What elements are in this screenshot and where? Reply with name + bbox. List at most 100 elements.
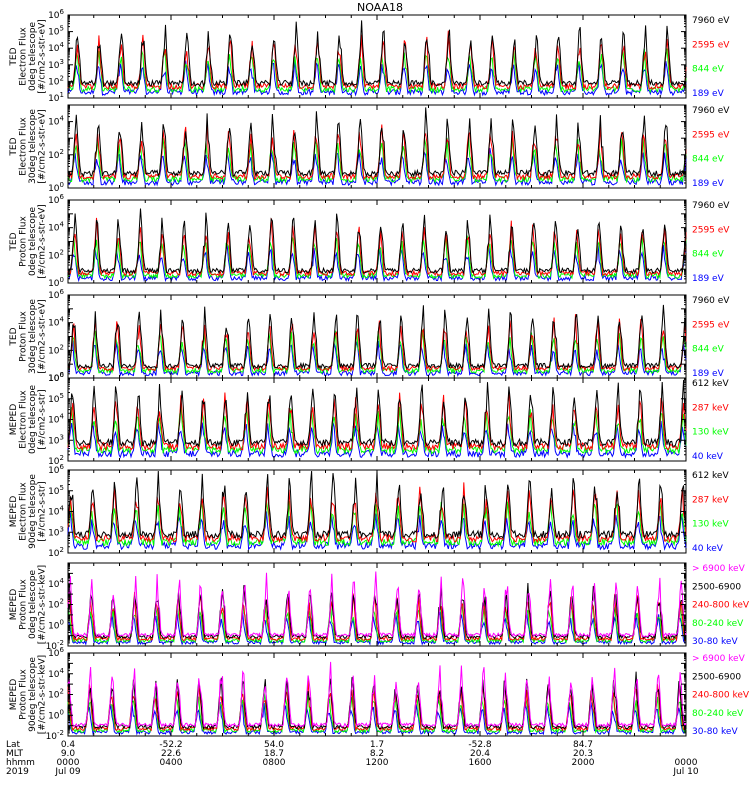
x-axis-value: -52.8 (468, 740, 492, 750)
x-axis-value: 2000 (572, 758, 595, 768)
x-axis-value: 20.3 (573, 749, 593, 759)
legend-entry: 612 keV (692, 471, 729, 481)
y-axis-label-line: TED (9, 232, 19, 251)
series-trace (67, 678, 686, 732)
y-axis-label-line: 30deg telescope (28, 109, 38, 184)
y-axis-label-line: MEPED (9, 496, 19, 528)
legend-entry: 7960 eV (692, 106, 730, 116)
legend-entry: 40 keV (692, 452, 724, 462)
y-tick-label: 100 (48, 708, 64, 721)
y-tick-label: 103 (48, 58, 64, 71)
y-tick-label: 104 (48, 316, 64, 329)
y-axis-label: MEPED Electron Flux 0deg telescope [#/cm2-s… (9, 385, 48, 455)
legend-entry: 2595 eV (692, 40, 730, 50)
y-tick-label: 104 (48, 413, 64, 426)
y-axis-label-line: [#/cm2-s-str-eV] (38, 204, 48, 279)
legend-entry: 130 keV (692, 428, 729, 438)
y-axis-label: TED Proton Flux 30deg telescope [#/cm2-s-st… (9, 299, 48, 374)
x-axis-value: 8.2 (370, 749, 384, 759)
legend-entry: 7960 eV (692, 16, 730, 26)
legend-entry: 130 keV (692, 520, 729, 530)
y-axis-label-line: 90deg telescope (28, 657, 38, 732)
y-axis-label: TED Electron Flux 30deg telescope [#/cm2-s-… (9, 109, 48, 184)
legend-entry: 2500-6900 (692, 672, 741, 682)
y-tick-label: 105 (48, 392, 64, 405)
y-axis-label-line: 90deg telescope (28, 474, 38, 549)
y-tick-label: 104 (48, 41, 64, 54)
legend-entry: 189 eV (692, 89, 725, 99)
series-trace (67, 30, 687, 92)
series-trace (67, 691, 687, 735)
y-tick-label: 102 (48, 343, 64, 356)
legend-entry: 7960 eV (692, 201, 730, 211)
legend-entry: 2595 eV (692, 225, 730, 235)
legend-entry: 2595 eV (692, 320, 730, 330)
series-trace (67, 121, 687, 181)
legend-entry: 7960 eV (692, 296, 730, 306)
y-axis-label-line: Electron Flux (19, 27, 29, 86)
legend-entry: 844 eV (692, 65, 725, 75)
y-axis-label-line: TED (9, 327, 19, 346)
series-trace (67, 571, 687, 639)
series-trace (67, 107, 687, 179)
series-trace (67, 582, 687, 640)
legend-entry: > 6900 keV (692, 654, 746, 664)
y-tick-label: 106 (48, 371, 64, 384)
legend-entry: 287 keV (692, 495, 729, 505)
y-tick-label: 102 (48, 688, 64, 701)
y-axis-label-line: 0deg telescope (28, 570, 38, 640)
y-tick-label: 104 (48, 577, 64, 590)
y-axis-label-line: Electron Flux (19, 482, 29, 541)
series-trace (67, 590, 686, 642)
y-tick-label: 105 (48, 484, 64, 497)
x-axis-value: 84.7 (573, 740, 593, 750)
y-tick-label: 102 (48, 148, 64, 161)
y-axis-label-line: Electron Flux (19, 117, 29, 176)
y-axis-label: MEPED Proton Flux 0deg telescope [#/cm2-s-s… (9, 565, 48, 644)
series-trace (67, 405, 687, 456)
y-axis-label-line: 0deg telescope (28, 385, 38, 455)
y-tick-label: 104 (48, 667, 64, 680)
legend-entry: 287 keV (692, 403, 729, 413)
legend-entry: 30-80 keV (692, 727, 738, 737)
x-axis-value: 0000 (57, 758, 80, 768)
y-axis-label-line: Proton Flux (19, 216, 29, 267)
y-tick-label: 103 (48, 433, 64, 446)
y-tick-label: 100 (48, 618, 64, 631)
legend-entry: 844 eV (692, 155, 725, 165)
figure-title: NOAA18 (357, 1, 403, 14)
legend-entry: 80-240 keV (692, 709, 744, 719)
y-axis-label-line: MEPED (9, 589, 19, 621)
y-tick-label: 104 (48, 115, 64, 128)
y-tick-label: 102 (48, 546, 64, 559)
legend-entry: 2595 eV (692, 130, 730, 140)
series-trace (67, 498, 687, 548)
series-trace (67, 511, 687, 551)
x-axis-value: 18.7 (264, 749, 284, 759)
y-axis-label-line: [#/cm2-s-str-eV] (38, 299, 48, 374)
legend-entry: 240-800 keV (692, 601, 750, 611)
series-trace (67, 379, 687, 448)
legend-entry: 30-80 keV (692, 637, 738, 647)
y-tick-label: 106 (48, 288, 64, 301)
x-row-label: Lat (6, 740, 21, 750)
series-trace (67, 671, 687, 731)
y-axis-label-line: [#/cm2-s-str-keV] (38, 655, 48, 734)
series-trace (67, 20, 687, 88)
legend-entry: > 6900 keV (692, 564, 746, 574)
y-axis-label-line: TED (9, 137, 19, 156)
series-trace (67, 208, 687, 275)
series-trace (67, 48, 687, 95)
x-axis-value: 9.0 (61, 749, 76, 759)
y-axis-label: TED Electron Flux 0deg telescope [#/cm2-s-s… (9, 19, 48, 94)
y-axis-label-line: Proton Flux (19, 579, 29, 630)
y-tick-label: 104 (48, 505, 64, 518)
x-axis-value: 1600 (469, 758, 492, 768)
y-axis-label: MEPED Proton Flux 90deg telescope [#/cm2-s-… (9, 655, 48, 734)
legend-entry: 240-800 keV (692, 691, 750, 701)
legend-entry: 844 eV (692, 345, 725, 355)
legend-entry: 189 eV (692, 369, 725, 379)
y-tick-label: 102 (48, 598, 64, 611)
